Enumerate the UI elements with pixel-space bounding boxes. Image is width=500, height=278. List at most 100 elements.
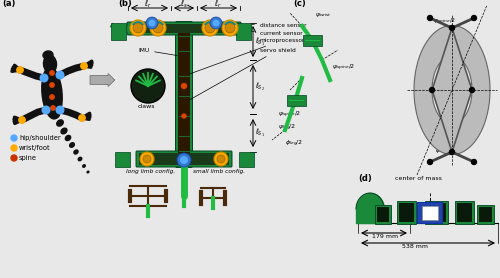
Polygon shape (432, 28, 472, 152)
Text: 179 mm: 179 mm (372, 235, 398, 240)
Text: $\psi_{spine}/2$: $\psi_{spine}/2$ (278, 110, 301, 120)
Text: $\ell_{S_2}$: $\ell_{S_2}$ (255, 81, 265, 93)
FancyBboxPatch shape (422, 206, 438, 220)
Text: small limb config.: small limb config. (193, 168, 245, 173)
Text: $\ell_s$: $\ell_s$ (180, 0, 188, 10)
Circle shape (450, 150, 454, 155)
FancyBboxPatch shape (139, 153, 229, 165)
Circle shape (217, 155, 225, 163)
Text: IMU: IMU (138, 48, 177, 56)
Text: servo shield: servo shield (186, 48, 296, 102)
Circle shape (428, 16, 432, 21)
FancyBboxPatch shape (456, 200, 474, 224)
Circle shape (11, 135, 17, 141)
Circle shape (150, 20, 166, 36)
Circle shape (19, 117, 25, 123)
Text: (b): (b) (118, 0, 132, 8)
FancyBboxPatch shape (374, 205, 392, 224)
Ellipse shape (87, 171, 89, 173)
FancyBboxPatch shape (236, 23, 250, 39)
Circle shape (50, 95, 54, 99)
Text: $\psi_{spine}/2$: $\psi_{spine}/2$ (332, 63, 355, 73)
Circle shape (148, 19, 156, 26)
Circle shape (450, 26, 454, 31)
Circle shape (225, 23, 235, 33)
Circle shape (212, 19, 220, 26)
Polygon shape (452, 25, 490, 155)
Ellipse shape (61, 128, 67, 134)
Text: 538 mm: 538 mm (402, 244, 428, 249)
Text: $\ell_{S_1}$: $\ell_{S_1}$ (255, 127, 265, 139)
Circle shape (50, 83, 54, 87)
Polygon shape (414, 25, 452, 155)
FancyBboxPatch shape (400, 202, 414, 222)
Text: $\ell_r$: $\ell_r$ (144, 0, 152, 10)
FancyBboxPatch shape (302, 34, 322, 46)
FancyBboxPatch shape (130, 24, 238, 33)
Text: hip/shoulder: hip/shoulder (19, 135, 60, 141)
FancyBboxPatch shape (478, 205, 494, 224)
Text: $\ell_r$: $\ell_r$ (214, 0, 222, 10)
Circle shape (472, 16, 476, 21)
Circle shape (222, 20, 238, 36)
Text: mimic: mimic (93, 76, 117, 81)
Circle shape (50, 71, 54, 75)
Circle shape (428, 160, 432, 165)
Circle shape (133, 23, 143, 33)
Circle shape (202, 20, 218, 36)
FancyBboxPatch shape (110, 23, 126, 39)
Text: $\phi_{leg}/2$: $\phi_{leg}/2$ (435, 147, 453, 157)
FancyBboxPatch shape (178, 28, 190, 161)
Circle shape (40, 74, 48, 82)
Ellipse shape (182, 114, 186, 118)
FancyBboxPatch shape (136, 151, 232, 167)
Circle shape (130, 20, 146, 36)
FancyBboxPatch shape (480, 207, 492, 222)
Circle shape (470, 88, 474, 93)
FancyBboxPatch shape (286, 95, 306, 105)
Circle shape (79, 115, 85, 121)
Circle shape (205, 23, 215, 33)
FancyBboxPatch shape (127, 22, 241, 35)
FancyBboxPatch shape (428, 202, 446, 222)
Circle shape (472, 160, 476, 165)
FancyBboxPatch shape (238, 152, 254, 167)
Ellipse shape (52, 111, 60, 118)
Circle shape (180, 156, 188, 164)
Text: (d): (d) (358, 173, 372, 182)
Circle shape (153, 23, 163, 33)
Text: (a): (a) (2, 0, 16, 8)
Text: (c): (c) (293, 0, 306, 8)
Text: $\phi_{base}/2$: $\phi_{base}/2$ (463, 78, 485, 88)
Text: distance sensor: distance sensor (221, 23, 306, 28)
Text: claws: claws (138, 103, 156, 108)
Circle shape (17, 67, 23, 73)
Ellipse shape (56, 120, 64, 126)
Circle shape (56, 71, 64, 79)
Circle shape (131, 69, 165, 103)
Ellipse shape (82, 165, 86, 167)
Ellipse shape (42, 67, 62, 119)
FancyBboxPatch shape (114, 152, 130, 167)
Circle shape (177, 153, 191, 167)
Circle shape (81, 63, 87, 69)
FancyBboxPatch shape (426, 200, 448, 224)
FancyBboxPatch shape (398, 200, 416, 224)
Circle shape (42, 106, 50, 114)
FancyBboxPatch shape (458, 202, 472, 222)
Ellipse shape (78, 157, 82, 161)
Text: microprocessor: microprocessor (186, 38, 306, 75)
Ellipse shape (43, 51, 53, 59)
Circle shape (214, 152, 228, 166)
Circle shape (210, 17, 222, 29)
Circle shape (143, 155, 151, 163)
Text: long limb config.: long limb config. (126, 168, 176, 173)
Circle shape (56, 106, 64, 114)
FancyBboxPatch shape (418, 202, 442, 222)
Text: wrist/foot: wrist/foot (19, 145, 50, 151)
FancyArrow shape (90, 73, 115, 86)
Text: $\phi_{leg}/2$: $\phi_{leg}/2$ (285, 139, 303, 149)
FancyBboxPatch shape (376, 207, 390, 222)
Ellipse shape (74, 150, 78, 154)
Ellipse shape (70, 143, 74, 147)
